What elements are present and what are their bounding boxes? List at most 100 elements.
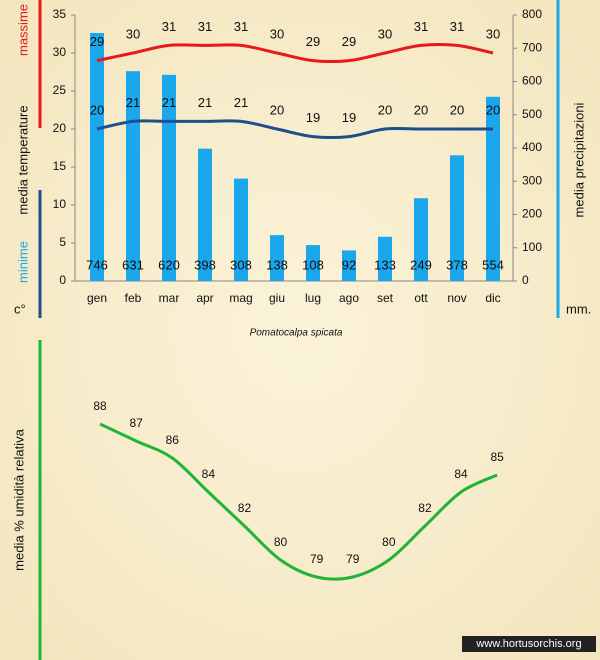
point-label: 31	[450, 19, 464, 34]
point-label: 20	[378, 102, 392, 117]
point-label: 82	[418, 501, 432, 515]
bar	[414, 198, 428, 281]
bar-label: 746	[86, 257, 108, 272]
point-label: 20	[414, 102, 428, 117]
point-label: 79	[346, 552, 360, 566]
point-label: 31	[162, 19, 176, 34]
x-tick-label: feb	[125, 291, 142, 305]
point-label: 20	[450, 102, 464, 117]
y-tick-label: 15	[53, 159, 67, 173]
y-tick-label: 25	[53, 83, 67, 97]
x-tick-label: dic	[485, 291, 500, 305]
x-tick-label: mag	[229, 291, 252, 305]
bar	[378, 236, 392, 281]
bar	[234, 178, 248, 281]
series-label: massime	[15, 4, 30, 56]
y2-tick-label: 700	[522, 40, 542, 54]
point-label: 84	[202, 467, 216, 481]
point-label: 30	[270, 26, 284, 41]
point-label: 84	[454, 467, 468, 481]
point-label: 30	[378, 26, 392, 41]
watermark-bg	[462, 636, 596, 652]
point-label: 88	[93, 399, 107, 413]
point-label: 80	[274, 535, 288, 549]
point-label: 20	[270, 102, 284, 117]
point-label: 19	[306, 110, 320, 125]
x-tick-label: gen	[87, 291, 107, 305]
y2-label: media precipitazioni	[571, 102, 586, 217]
y2-tick-label: 500	[522, 107, 542, 121]
x-tick-label: ago	[339, 291, 359, 305]
point-label: 19	[342, 110, 356, 125]
line	[96, 119, 493, 140]
point-label: 80	[382, 535, 396, 549]
watermark: www.hortusorchis.org	[475, 638, 581, 650]
x-tick-label: lug	[305, 291, 321, 305]
point-label: 21	[234, 95, 248, 110]
y-tick-label: 10	[53, 197, 67, 211]
x-tick-label: nov	[447, 291, 466, 305]
y-label: media % umidità relativa	[11, 428, 26, 570]
y2-unit: mm.	[566, 301, 591, 316]
point-label: 29	[342, 34, 356, 49]
chart-title: Pomatocalpa spicata	[250, 328, 343, 339]
y-label: media temperature	[15, 105, 30, 214]
point-label: 86	[166, 433, 180, 447]
y2-tick-label: 600	[522, 74, 542, 88]
y2-tick-label: 100	[522, 240, 542, 254]
point-label: 20	[486, 102, 500, 117]
point-label: 29	[90, 34, 104, 49]
line	[96, 42, 494, 64]
point-label: 21	[162, 95, 176, 110]
bar-label: 308	[230, 257, 252, 272]
point-label: 31	[234, 19, 248, 34]
bar-label: 378	[446, 257, 468, 272]
bar	[306, 245, 320, 281]
point-label: 21	[126, 95, 140, 110]
bar	[486, 96, 500, 281]
x-tick-label: set	[377, 291, 394, 305]
bar-label: 138	[266, 257, 288, 272]
x-tick-label: mar	[159, 291, 180, 305]
bar-label: 249	[410, 257, 432, 272]
bar-label: 92	[342, 257, 356, 272]
bar-label: 398	[194, 257, 216, 272]
point-label: 21	[198, 95, 212, 110]
y2-tick-label: 800	[522, 7, 542, 21]
bar	[126, 71, 140, 281]
bar-label: 631	[122, 257, 144, 272]
bar	[90, 32, 104, 281]
series-label: minime	[15, 241, 30, 283]
y2-tick-label: 0	[522, 273, 529, 287]
bar-label: 554	[482, 257, 504, 272]
bar	[450, 155, 464, 281]
line	[99, 422, 498, 581]
bar-label: 133	[374, 257, 396, 272]
y-tick-label: 5	[59, 235, 66, 249]
y2-tick-label: 200	[522, 207, 542, 221]
bar-label: 620	[158, 257, 180, 272]
point-label: 82	[238, 501, 252, 515]
point-label: 30	[126, 26, 140, 41]
bar	[342, 250, 356, 281]
point-label: 30	[486, 26, 500, 41]
y-tick-label: 35	[53, 7, 67, 21]
y-tick-label: 0	[59, 273, 66, 287]
y-tick-label: 30	[53, 45, 67, 59]
bar	[198, 148, 212, 281]
point-label: 31	[198, 19, 212, 34]
x-tick-label: apr	[196, 291, 213, 305]
point-label: 87	[129, 416, 143, 430]
x-tick-label: giu	[269, 291, 285, 305]
y2-tick-label: 400	[522, 140, 542, 154]
point-label: 31	[414, 19, 428, 34]
point-label: 85	[490, 450, 504, 464]
y-tick-label: 20	[53, 121, 67, 135]
y-unit: c°	[14, 301, 26, 316]
bar	[162, 74, 176, 281]
x-tick-label: ott	[414, 291, 428, 305]
point-label: 29	[306, 34, 320, 49]
y2-tick-label: 300	[522, 173, 542, 187]
bar-label: 108	[302, 257, 324, 272]
